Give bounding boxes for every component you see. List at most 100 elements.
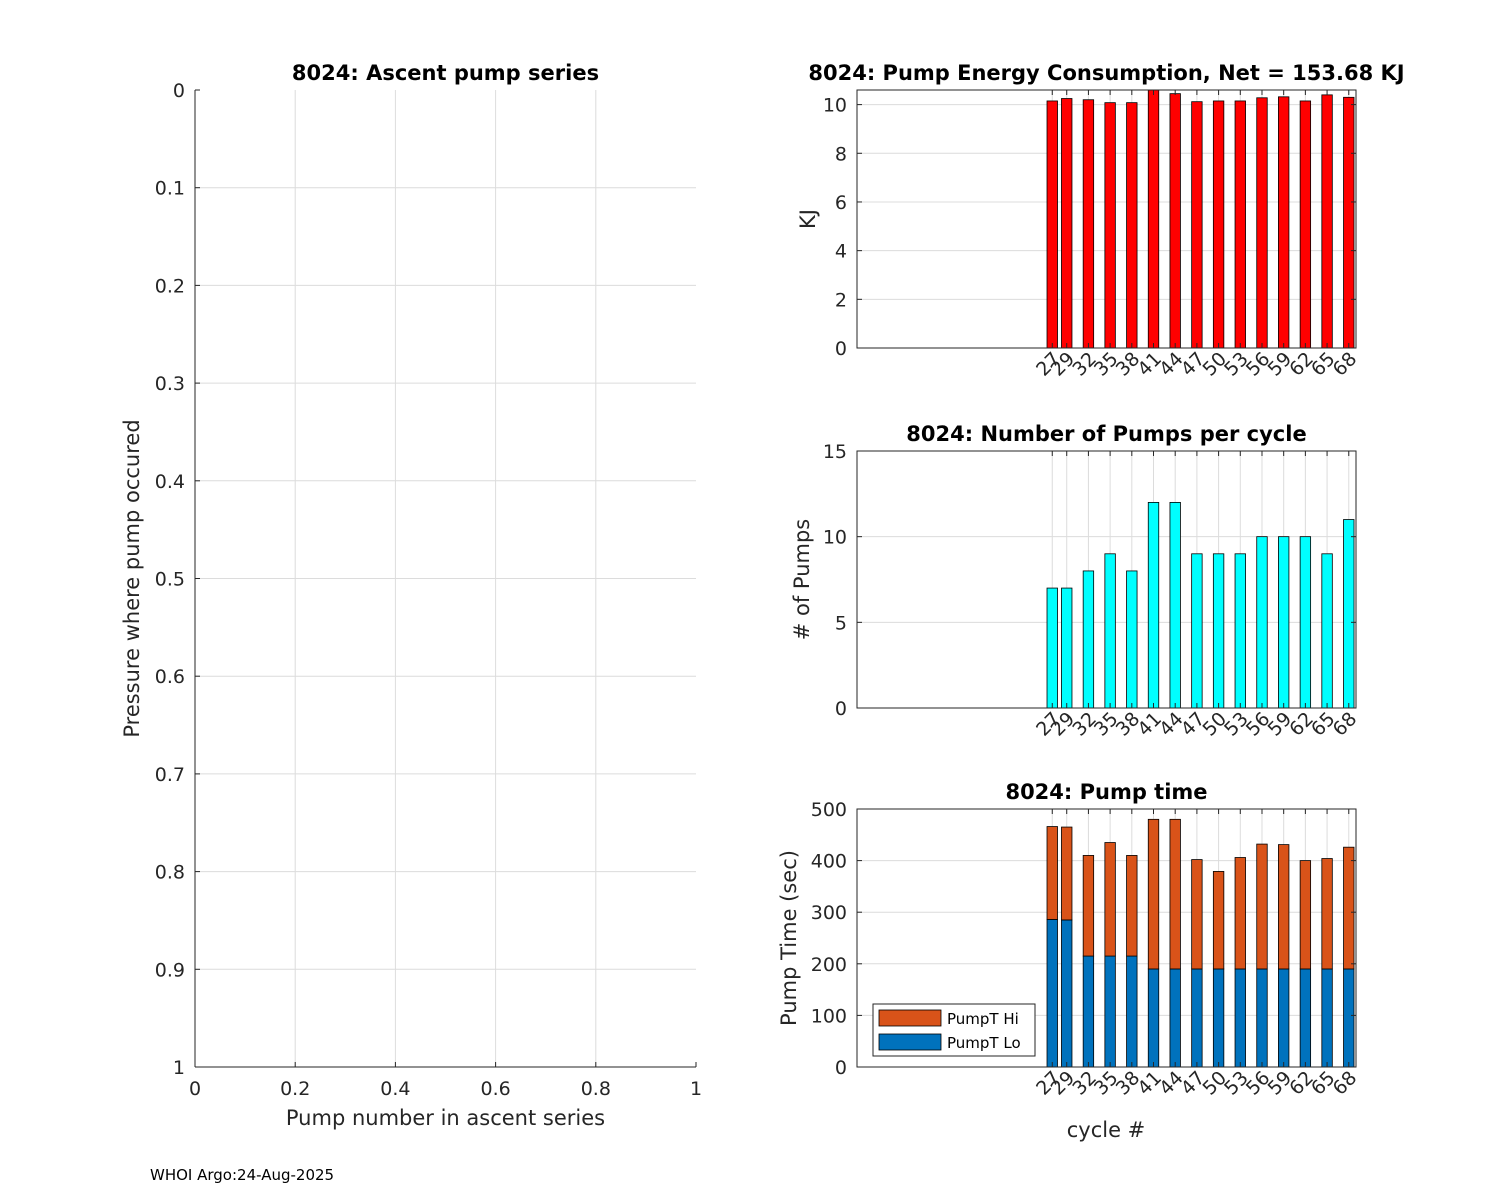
y-tick-label: 500: [811, 799, 847, 821]
y-tick-label: 0: [835, 1057, 847, 1079]
bar: [1191, 101, 1203, 349]
chart-title: 8024: Pump time: [1005, 780, 1207, 804]
bar: [1321, 94, 1333, 349]
chart-energy: 0246810272932353841444750535659626568802…: [796, 61, 1405, 381]
bar-pumpt-hi: [1278, 844, 1290, 970]
y-tick-label: 2: [835, 289, 847, 311]
bar-pumpt-lo: [1082, 955, 1095, 1068]
bar-pumpt-lo: [1299, 968, 1312, 1068]
y-tick-label: 0.6: [155, 666, 185, 688]
bar-pumpt-hi: [1104, 842, 1116, 957]
x-axis-label: cycle #: [1067, 1118, 1146, 1142]
y-tick-label: 1: [173, 1057, 185, 1079]
chart-pumps: 0510152729323538414447505356596265688024…: [790, 422, 1361, 741]
y-axis-label: Pump Time (sec): [777, 850, 801, 1026]
bar: [1082, 570, 1095, 709]
bar: [1212, 553, 1225, 709]
bar-pumpt-hi: [1082, 855, 1095, 957]
bar: [1234, 553, 1246, 709]
bar-pumpt-hi: [1256, 843, 1268, 970]
x-tick-label: 68: [1329, 1067, 1362, 1100]
footer-date: WHOI Argo:24-Aug-2025: [150, 1166, 335, 1184]
x-tick-label: 68: [1329, 348, 1362, 381]
chart-title: 8024: Number of Pumps per cycle: [906, 422, 1306, 446]
x-tick-label: 68: [1329, 708, 1362, 741]
bar-pumpt-hi: [1046, 826, 1058, 920]
bar-pumpt-lo: [1321, 968, 1333, 1068]
x-tick-label: 0.8: [581, 1078, 611, 1100]
x-tick-label: 0.4: [380, 1078, 410, 1100]
bar-pumpt-lo: [1061, 919, 1073, 1068]
bar: [1299, 536, 1312, 709]
chart-title: 8024: Pump Energy Consumption, Net = 153…: [808, 61, 1404, 85]
bar: [1278, 96, 1290, 349]
y-axis-label: KJ: [796, 209, 820, 229]
bar: [1278, 536, 1290, 709]
bar-pumpt-hi: [1343, 846, 1355, 970]
x-tick-label: 0.6: [480, 1078, 510, 1100]
bar-pumpt-lo: [1278, 968, 1290, 1068]
y-tick-label: 0.3: [155, 373, 185, 395]
bar-pumpt-hi: [1147, 818, 1160, 970]
y-tick-label: 4: [835, 241, 847, 263]
y-tick-label: 0.7: [155, 764, 185, 786]
legend: PumpT Hi PumpT Lo: [872, 1003, 1036, 1057]
bar-pumpt-lo: [1046, 919, 1058, 1068]
bar: [1046, 587, 1058, 709]
bar: [1082, 99, 1095, 349]
legend-entry: PumpT Hi: [947, 1010, 1019, 1028]
y-axis-label: Pressure where pump occured: [120, 419, 144, 737]
bar-pumpt-lo: [1212, 968, 1225, 1068]
legend-swatch: [878, 1033, 942, 1051]
bar: [1234, 100, 1246, 349]
bar: [1321, 553, 1333, 709]
bar-pumpt-hi: [1126, 855, 1138, 957]
bar-pumpt-hi: [1061, 826, 1073, 921]
y-tick-label: 15: [823, 441, 847, 463]
legend-swatch: [878, 1009, 942, 1027]
bar-pumpt-lo: [1104, 955, 1116, 1068]
bar: [1191, 553, 1203, 709]
y-tick-label: 8: [835, 143, 847, 165]
bar: [1299, 100, 1312, 349]
y-tick-label: 6: [835, 192, 847, 214]
y-tick-label: 0: [835, 698, 847, 720]
bar: [1126, 102, 1138, 349]
chart-pumptime: 0100200300400500272932353841444750535659…: [777, 780, 1361, 1142]
bar: [1061, 98, 1073, 349]
bar-pumpt-lo: [1147, 968, 1160, 1068]
bar-pumpt-hi: [1299, 860, 1312, 970]
x-tick-label: 0: [189, 1078, 201, 1100]
bar-pumpt-lo: [1343, 968, 1355, 1068]
y-tick-label: 300: [811, 902, 847, 924]
bar: [1169, 93, 1181, 349]
y-tick-label: 100: [811, 1005, 847, 1027]
y-axis-label: # of Pumps: [790, 519, 814, 641]
bar-pumpt-lo: [1126, 955, 1138, 1068]
bar: [1061, 587, 1073, 709]
legend-entry: PumpT Lo: [947, 1034, 1021, 1052]
bar-pumpt-hi: [1321, 858, 1333, 970]
y-tick-label: 0.9: [155, 959, 185, 981]
y-tick-label: 0: [173, 80, 185, 102]
bar: [1169, 501, 1181, 709]
axes-box: [856, 808, 1357, 1068]
bar: [1256, 536, 1268, 709]
y-tick-label: 10: [823, 527, 847, 549]
y-tick-label: 0.5: [155, 569, 185, 591]
x-tick-label: 1: [690, 1078, 702, 1100]
bar: [1126, 570, 1138, 709]
bar: [1104, 102, 1116, 349]
bar: [1212, 100, 1225, 349]
chart-title: 8024: Ascent pump series: [292, 61, 599, 85]
bar-pumpt-hi: [1169, 818, 1181, 970]
bar-pumpt-lo: [1256, 968, 1268, 1068]
y-tick-label: 0.4: [155, 471, 185, 493]
bar: [1147, 501, 1160, 709]
y-tick-label: 200: [811, 954, 847, 976]
y-tick-label: 0.2: [155, 275, 185, 297]
x-tick-label: 0.2: [280, 1078, 310, 1100]
bar-pumpt-lo: [1169, 968, 1181, 1068]
axes-box: [856, 450, 1357, 709]
